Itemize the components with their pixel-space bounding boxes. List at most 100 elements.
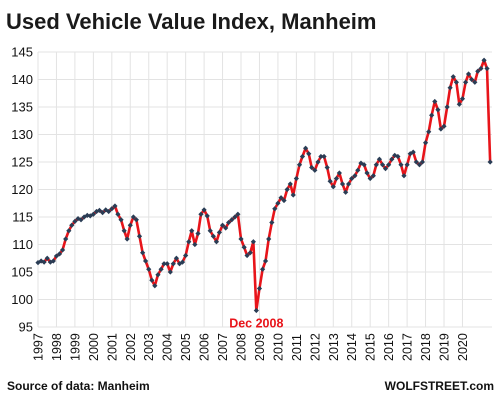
data-point <box>142 258 149 264</box>
x-axis-ticks: 1997 1998 1999 2000 2001 2002 2003 2004 2005 2006… <box>32 333 470 361</box>
data-point <box>343 189 349 195</box>
data-point <box>140 250 146 256</box>
data-point <box>469 76 475 83</box>
y-tick-label: 120 <box>11 182 33 197</box>
data-point <box>260 266 266 272</box>
data-point <box>478 65 484 72</box>
data-point <box>330 184 336 190</box>
y-tick-label: 105 <box>11 265 33 280</box>
data-point <box>386 162 392 168</box>
source-footer: Source of data: Manheim <box>7 379 150 393</box>
series-markers <box>35 57 493 314</box>
data-point <box>112 203 118 209</box>
data-point <box>207 228 213 234</box>
x-tick-label: 2005 <box>179 333 193 361</box>
data-point <box>63 236 69 242</box>
data-point <box>444 104 450 110</box>
data-point <box>392 152 398 158</box>
data-point <box>382 166 389 172</box>
data-point <box>250 239 256 245</box>
data-point <box>201 207 207 213</box>
data-point <box>235 211 241 217</box>
x-tick-label: 2020 <box>456 333 470 361</box>
x-tick-label: 2019 <box>438 333 452 361</box>
data-point <box>459 96 466 102</box>
data-point <box>106 208 112 215</box>
x-tick-label: 2004 <box>161 333 175 361</box>
data-point <box>278 195 284 201</box>
data-point <box>432 98 438 105</box>
y-tick-label: 140 <box>11 72 33 87</box>
data-point <box>346 181 352 187</box>
data-point <box>127 222 133 228</box>
data-point <box>53 253 60 259</box>
data-point <box>216 229 223 235</box>
data-point <box>115 211 121 217</box>
data-point <box>487 159 493 165</box>
y-tick-label: 100 <box>11 292 33 307</box>
data-point <box>72 218 78 224</box>
data-point <box>90 211 96 217</box>
data-point <box>472 79 478 85</box>
x-tick-label: 2016 <box>382 333 396 361</box>
data-point <box>133 217 139 223</box>
data-point <box>124 236 130 242</box>
data-point <box>136 233 143 239</box>
data-point <box>41 259 47 265</box>
data-point <box>349 175 355 182</box>
series-line-path <box>37 58 492 312</box>
x-tick-label: 2000 <box>87 333 101 361</box>
data-point <box>241 244 247 250</box>
data-point <box>167 269 173 275</box>
x-tick-label: 2018 <box>419 333 433 361</box>
x-tick-label: 2013 <box>327 333 341 361</box>
data-point <box>146 266 152 272</box>
data-point <box>155 272 161 278</box>
data-point <box>465 71 472 77</box>
y-tick-label: 115 <box>12 210 33 225</box>
data-point <box>447 85 453 91</box>
data-point <box>272 206 278 212</box>
data-point <box>81 214 87 220</box>
data-point <box>130 214 137 220</box>
chart-title: Used Vehicle Value Index, Manheim <box>6 9 376 34</box>
data-point <box>404 162 410 168</box>
x-tick-label: 2002 <box>124 333 138 361</box>
data-point <box>327 178 333 184</box>
data-point <box>59 247 66 253</box>
data-point <box>78 217 84 223</box>
data-point <box>170 261 176 267</box>
data-point <box>303 145 309 151</box>
data-point <box>223 225 229 231</box>
data-point <box>189 228 195 234</box>
data-point <box>484 65 490 72</box>
x-tick-label: 2003 <box>142 333 156 361</box>
data-point <box>419 159 426 165</box>
data-point <box>373 162 379 168</box>
x-tick-label: 2007 <box>216 333 230 361</box>
data-point <box>118 217 124 223</box>
y-tick-label: 110 <box>12 237 33 252</box>
y-tick-label: 145 <box>11 45 33 60</box>
data-point <box>219 222 226 228</box>
data-point <box>475 68 481 74</box>
data-point <box>287 181 293 187</box>
data-point <box>192 241 198 248</box>
data-point <box>367 175 373 182</box>
data-point <box>429 112 435 118</box>
data-point <box>422 140 429 146</box>
data-point <box>463 79 469 85</box>
y-axis-ticks: 95 100 105 110 115 120 125 130 135 140 145 <box>11 45 33 335</box>
data-point <box>195 230 201 237</box>
x-tick-label: 2001 <box>105 333 119 361</box>
data-point <box>333 175 340 182</box>
data-point <box>152 283 158 289</box>
data-point <box>266 236 272 242</box>
data-point <box>358 160 364 166</box>
data-point <box>179 259 186 265</box>
data-point <box>149 277 155 283</box>
data-point <box>96 207 103 213</box>
data-point <box>93 208 100 215</box>
data-point <box>284 186 290 193</box>
data-point <box>183 252 189 259</box>
